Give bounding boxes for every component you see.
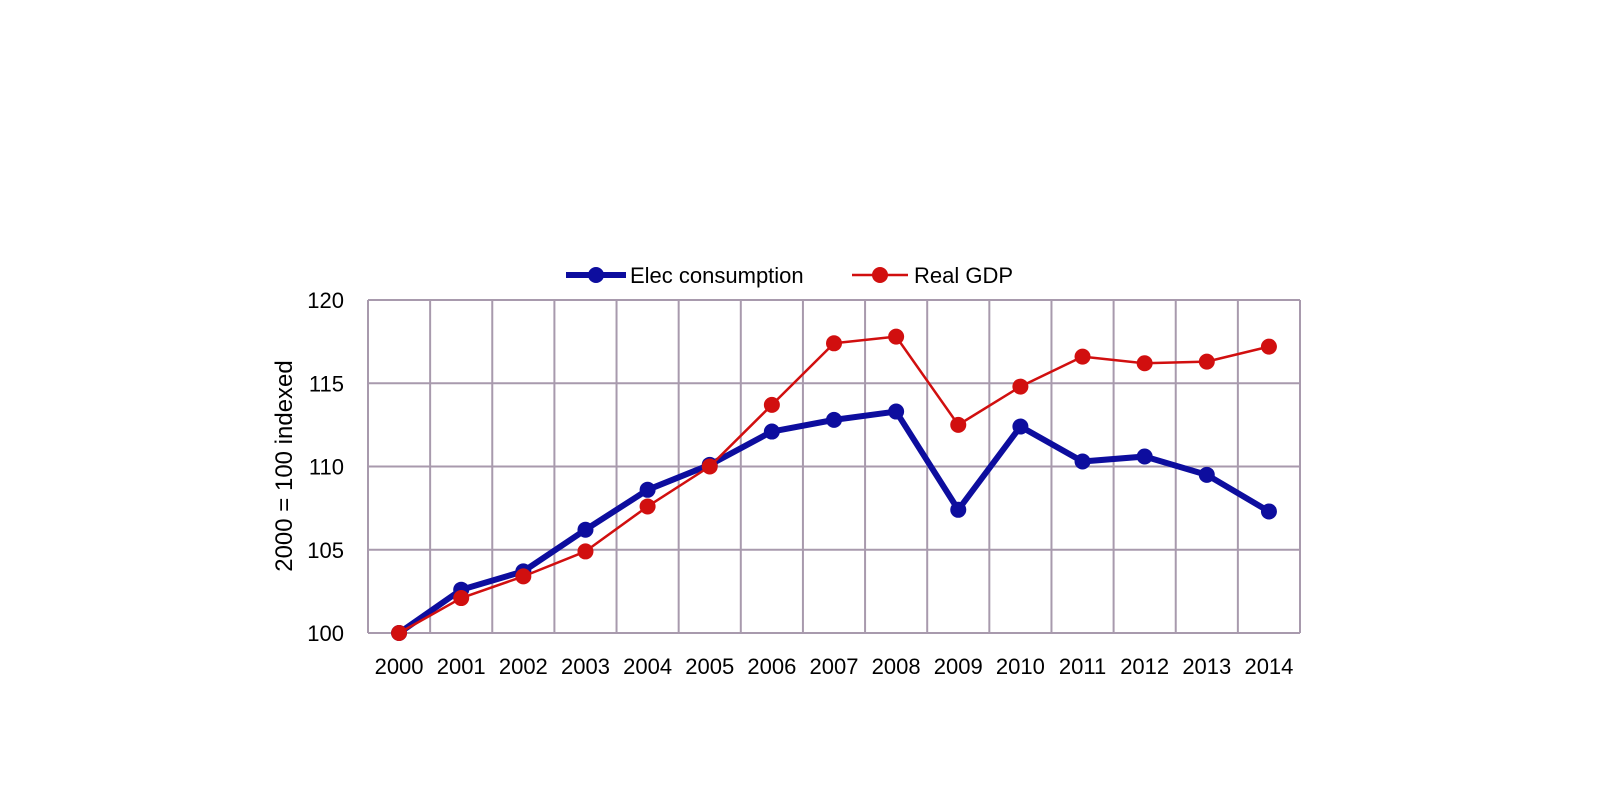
data-point [826, 335, 842, 352]
series-line [397, 408, 1271, 636]
data-point [888, 403, 905, 420]
legend-label: Real GDP [914, 263, 1013, 288]
data-point [888, 328, 905, 345]
data-point [639, 498, 656, 515]
x-tick-label: 2003 [561, 654, 610, 679]
data-point [1198, 466, 1215, 483]
x-tick-label: 2001 [437, 654, 486, 679]
legend-label: Elec consumption [630, 263, 804, 288]
x-tick-label: 2009 [934, 654, 983, 679]
series-elec-consumption [391, 403, 1277, 641]
x-tick-label: 2013 [1182, 654, 1231, 679]
data-point [701, 458, 718, 475]
x-tick-label: 2005 [685, 654, 734, 679]
data-point [453, 590, 470, 607]
data-point [1198, 353, 1215, 370]
x-tick-label: 2006 [747, 654, 796, 679]
data-point [1136, 355, 1153, 372]
y-tick-label: 110 [309, 455, 344, 480]
x-tick-label: 2014 [1244, 654, 1293, 679]
legend: Elec consumption Real GDP [566, 263, 1013, 288]
data-point [391, 625, 408, 641]
data-point [763, 396, 780, 413]
y-tick-label: 100 [307, 621, 344, 646]
series-real-gdp [391, 328, 1277, 641]
data-point [950, 501, 967, 518]
x-tick-label: 2010 [996, 654, 1045, 679]
legend-item: Elec consumption [566, 263, 804, 288]
x-tick-label: 2011 [1059, 654, 1106, 679]
data-point [515, 568, 532, 585]
data-point [950, 416, 967, 433]
data-point [763, 423, 780, 440]
y-tick-label: 105 [307, 538, 344, 563]
x-tick-label: 2000 [375, 654, 424, 679]
legend-swatch-marker [872, 267, 888, 283]
series-layer [391, 328, 1277, 641]
data-point [826, 411, 842, 428]
y-axis-title: 2000 = 100 indexed [271, 360, 298, 572]
data-point [577, 543, 594, 560]
data-point [1136, 448, 1153, 465]
data-point [1260, 503, 1277, 520]
y-tick-label: 120 [307, 288, 344, 313]
data-point [1260, 338, 1277, 355]
data-point [1074, 453, 1091, 470]
data-point [1074, 348, 1091, 365]
legend-swatch-marker [588, 267, 604, 283]
series-line [398, 335, 1270, 635]
y-axis: 100 105 110 115 120 [307, 288, 344, 646]
x-tick-label: 2007 [810, 654, 859, 679]
x-tick-label: 2002 [499, 654, 548, 679]
x-axis: 2000 2001 2002 2003 2004 2005 2006 2007 2008 2009… [375, 654, 1294, 679]
x-tick-label: 2012 [1120, 654, 1169, 679]
data-point [577, 521, 594, 538]
data-point [1012, 418, 1029, 435]
data-point [1012, 378, 1029, 395]
x-tick-label: 2008 [872, 654, 921, 679]
data-point [639, 481, 656, 498]
y-tick-label: 115 [309, 371, 344, 396]
legend-item: Real GDP [852, 263, 1013, 288]
x-tick-label: 2004 [623, 654, 672, 679]
